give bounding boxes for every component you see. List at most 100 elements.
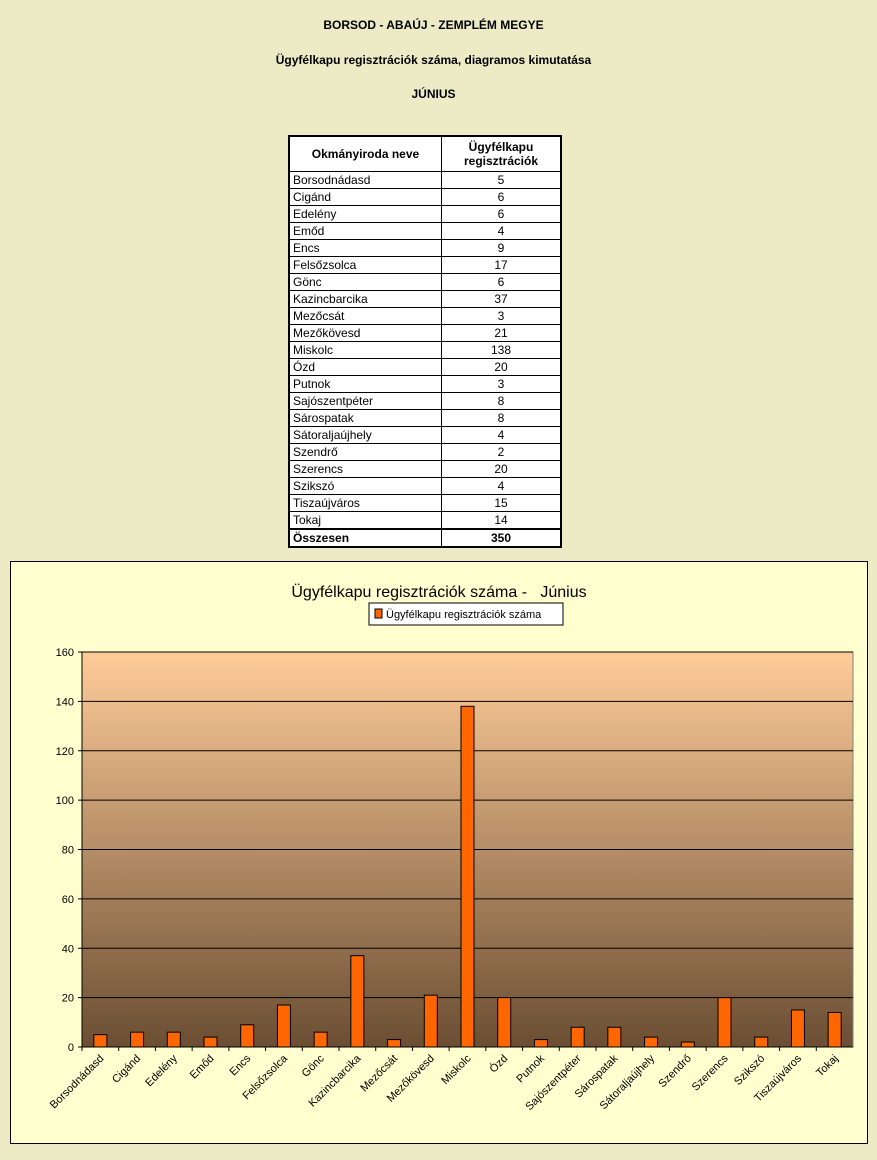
office-name: Mezőkövesd [288,324,442,342]
x-tick-label: Szendrő [656,1053,693,1090]
office-name: Encs [288,239,442,257]
table-row: Mezőcsát 3 [288,307,562,325]
registration-count: 21 [441,324,562,342]
x-tick-label: Putnok [514,1052,547,1085]
office-name: Sajószentpéter [288,392,442,410]
legend-label: Ügyfélkapu regisztrációk száma [386,609,542,621]
total-label: Összesen [288,528,442,548]
bar-13 [533,1039,548,1048]
registration-count: 15 [441,494,562,512]
office-name: Miskolc [288,341,442,359]
bar-11 [460,705,475,1048]
registration-count: 4 [441,222,562,240]
bar-16 [644,1036,659,1048]
office-name: Edelény [288,205,442,223]
x-tick-label: Gönc [300,1052,327,1079]
office-name: Szikszó [288,477,442,495]
office-name: Tiszaújváros [288,494,442,512]
office-name: Szerencs [288,460,442,478]
bar-19 [754,1036,769,1048]
table-row: Emőd 4 [288,222,562,240]
table-row: Edelény 6 [288,205,562,223]
office-name: Kazincbarcika [288,290,442,308]
bar-12 [497,997,512,1048]
registration-count: 3 [441,307,562,325]
registration-count: 3 [441,375,562,393]
y-tick-label: 120 [56,746,74,758]
column-header-registrations: Ügyfélkapu regisztrációk [441,135,562,172]
table-header-row: Okmányiroda neve Ügyfélkapu regisztráció… [288,135,562,172]
x-tick-label: Szerencs [690,1052,731,1093]
table-row: Ózd 20 [288,358,562,376]
x-tick-label: Encs [228,1052,254,1078]
registration-count: 5 [441,171,562,189]
office-name: Sárospatak [288,409,442,427]
x-tick-label: Emőd [188,1053,217,1082]
bar-5 [240,1024,255,1048]
bar-2 [130,1031,145,1048]
table-row: Kazincbarcika 37 [288,290,562,308]
registrations-table: Okmányiroda neve Ügyfélkapu regisztráció… [288,135,562,548]
bar-1 [93,1034,108,1048]
legend [368,602,564,626]
bar-8 [350,955,365,1048]
registration-count: 4 [441,477,562,495]
column-header-office: Okmányiroda neve [288,135,442,172]
x-tick-label: Cigánd [110,1053,143,1086]
table-row: Borsodnádasd 5 [288,171,562,189]
table-row: Szendrő 2 [288,443,562,461]
bar-3 [166,1031,181,1048]
x-tick-label: Miskolc [439,1052,474,1087]
table-row: Sárospatak 8 [288,409,562,427]
y-tick-label: 0 [68,1042,74,1054]
bar-6 [276,1004,291,1048]
office-name: Borsodnádasd [288,171,442,189]
registration-count: 2 [441,443,562,461]
y-tick-label: 20 [62,993,74,1005]
table-row: Putnok 3 [288,375,562,393]
registration-count: 6 [441,188,562,206]
total-value: 350 [441,528,562,548]
office-name: Putnok [288,375,442,393]
registration-count: 6 [441,205,562,223]
bar-18 [717,997,732,1048]
bar-14 [570,1026,585,1048]
y-tick-label: 80 [62,845,74,857]
bar-7 [313,1031,328,1048]
chart-title: Ügyfélkapu regisztrációk száma - Június [291,583,586,601]
x-tick-label: Borsodnádasd [48,1053,107,1112]
legend-swatch [374,608,383,619]
chart-area: 0 20 40 60 80 100 120 140 160 Borsodnádasd Cigánd E… [10,561,868,1144]
registration-count: 9 [441,239,562,257]
office-name: Tokaj [288,511,442,530]
table-row: Sajószentpéter 8 [288,392,562,410]
registration-count: 20 [441,460,562,478]
registration-count: 8 [441,409,562,427]
office-name: Cigánd [288,188,442,206]
registration-count: 37 [441,290,562,308]
registration-count: 20 [441,358,562,376]
bar-17 [680,1041,695,1048]
table-row: Tokaj 14 [288,511,562,530]
table-row: Encs 9 [288,239,562,257]
table-row: Tiszaújváros 15 [288,494,562,512]
table-row: Miskolc 138 [288,341,562,359]
table-row: Cigánd 6 [288,188,562,206]
registration-count: 6 [441,273,562,291]
bar-15 [607,1026,622,1048]
bar-10 [423,994,438,1048]
x-tick-label: Ózd [487,1052,510,1075]
office-name: Sátoraljaújhely [288,426,442,444]
x-tick-label: Edelény [143,1052,180,1089]
office-name: Mezőcsát [288,307,442,325]
y-tick-label: 100 [56,795,74,807]
county-title: BORSOD - ABAÚJ - ZEMPLÉM MEGYE [323,18,544,32]
table-total-row: Összesen 350 [288,528,562,548]
registration-count: 17 [441,256,562,274]
registration-count: 14 [441,511,562,530]
table-row: Szikszó 4 [288,477,562,495]
table-row: Gönc 6 [288,273,562,291]
x-tick-label: Szikszó [732,1053,767,1088]
bar-21 [827,1011,842,1048]
